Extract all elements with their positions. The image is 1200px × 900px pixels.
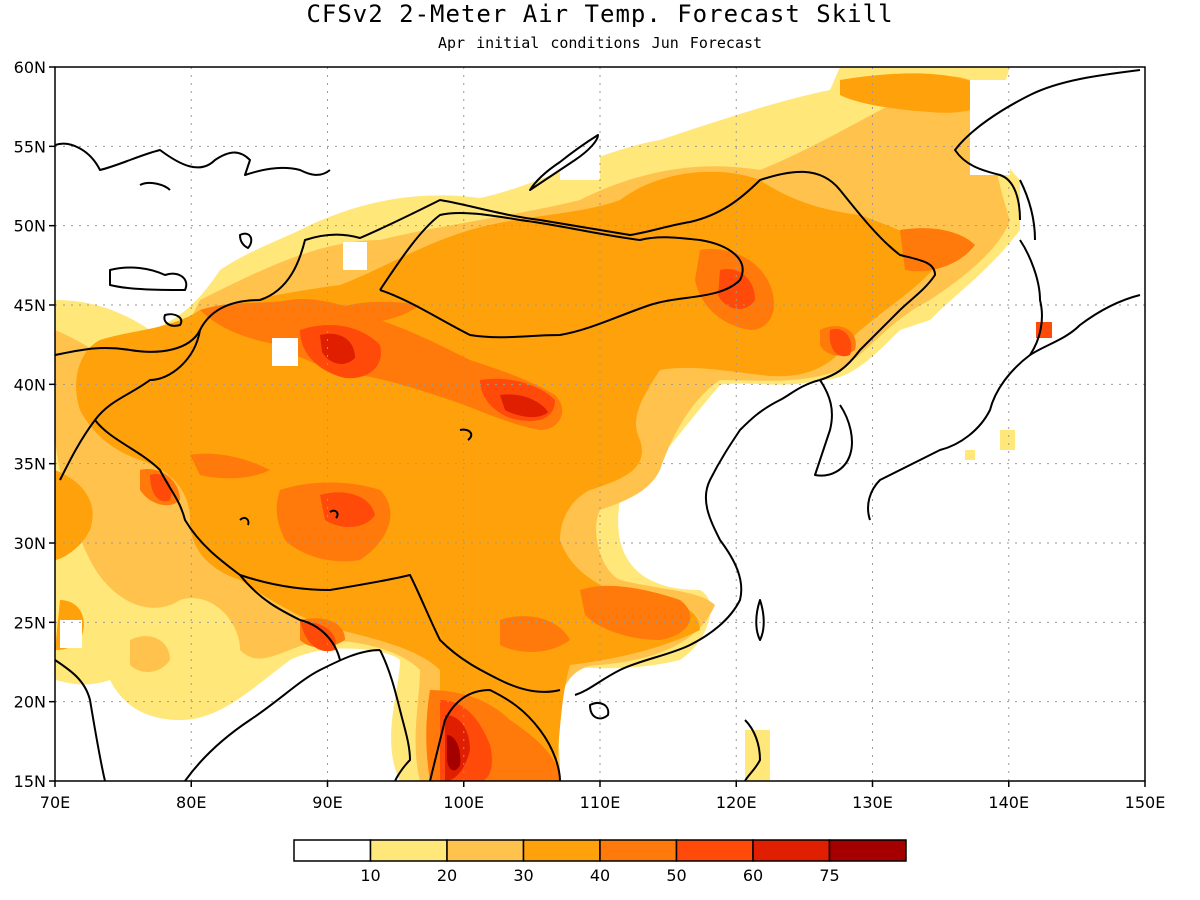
y-axis: 15N 20N 25N 30N 35N 40N 45N 50N 55N 60N: [14, 58, 55, 791]
y-tick-label: 50N: [14, 217, 46, 236]
map-title: CFSv2 2-Meter Air Temp. Forecast Skill: [306, 0, 894, 28]
legend-swatch: [293, 839, 372, 862]
x-tick-label: 130E: [852, 793, 893, 812]
y-tick-label: 20N: [14, 693, 46, 712]
legend-label: 60: [743, 866, 763, 885]
map-subtitle: Apr initial conditions Jun Forecast: [437, 34, 763, 52]
x-tick-label: 150E: [1125, 793, 1166, 812]
legend-label: 10: [360, 866, 380, 885]
x-tick-label: 100E: [443, 793, 484, 812]
legend-swatch: [599, 839, 678, 862]
y-tick-label: 25N: [14, 613, 46, 632]
legend-swatch: [752, 839, 831, 862]
x-tick-label: 90E: [312, 793, 342, 812]
x-tick-label: 120E: [716, 793, 757, 812]
legend-label: 50: [666, 866, 686, 885]
missing-data-patches: [60, 80, 1010, 648]
color-legend: 10 20 30 40 50 60 75: [293, 839, 907, 885]
legend-label: 20: [437, 866, 457, 885]
y-tick-label: 60N: [14, 58, 46, 77]
y-tick-label: 15N: [14, 772, 46, 791]
y-tick-label: 30N: [14, 534, 46, 553]
x-tick-label: 80E: [176, 793, 206, 812]
x-axis: 70E 80E 90E 100E 110E 120E 130E 140E 150E: [40, 781, 1166, 812]
skill-shading: [55, 67, 1052, 781]
coastlines-borders: [55, 69, 1141, 781]
x-tick-label: 110E: [580, 793, 621, 812]
y-tick-label: 45N: [14, 296, 46, 315]
legend-label: 75: [819, 866, 839, 885]
y-tick-label: 35N: [14, 455, 46, 474]
y-tick-label: 55N: [14, 137, 46, 156]
y-tick-label: 40N: [14, 375, 46, 394]
legend-label: 40: [590, 866, 610, 885]
legend-swatch: [828, 839, 907, 862]
legend-swatch: [369, 839, 448, 862]
skill-band-75: [447, 735, 461, 771]
x-tick-label: 140E: [988, 793, 1029, 812]
x-tick-label: 70E: [40, 793, 70, 812]
legend-label: 30: [513, 866, 533, 885]
legend-swatch: [522, 839, 601, 862]
legend-swatch: [675, 839, 754, 862]
legend-swatch: [446, 839, 525, 862]
grid-lines: [55, 67, 1145, 781]
